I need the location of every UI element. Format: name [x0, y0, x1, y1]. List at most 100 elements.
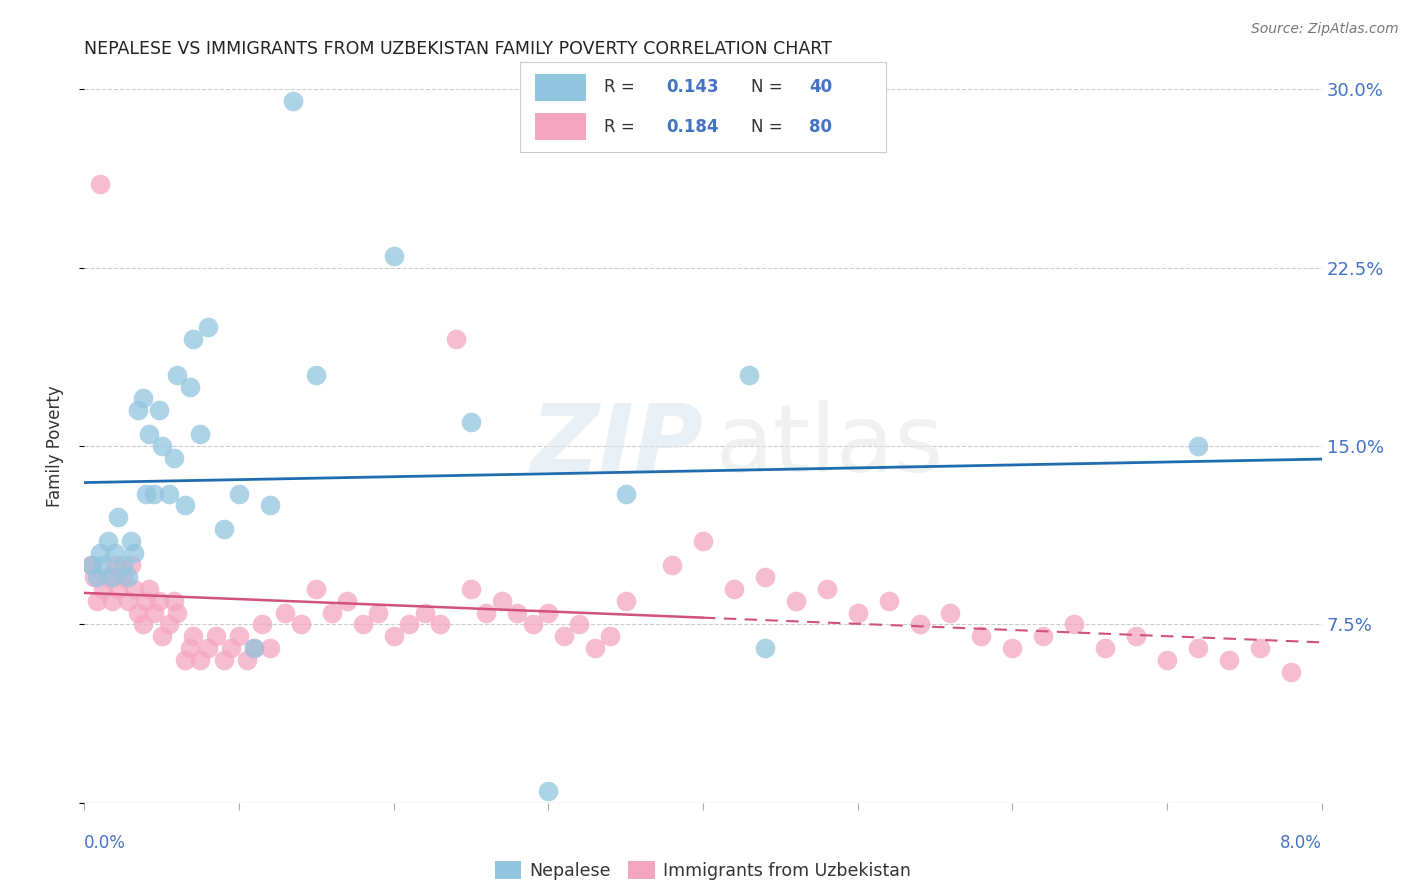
Point	[970, 629, 993, 643]
Point	[104, 546, 127, 560]
Point	[939, 606, 962, 620]
Point	[212, 522, 235, 536]
Point	[614, 593, 637, 607]
Point	[181, 629, 204, 643]
Point	[148, 593, 170, 607]
Legend: Nepalese, Immigrants from Uzbekistan: Nepalese, Immigrants from Uzbekistan	[488, 855, 918, 887]
Point	[112, 558, 135, 572]
Point	[120, 534, 142, 549]
Point	[1032, 629, 1054, 643]
Text: R =: R =	[605, 118, 640, 136]
Point	[96, 570, 120, 584]
Point	[104, 558, 127, 572]
Point	[661, 558, 683, 572]
Point	[107, 582, 129, 596]
Point	[537, 784, 560, 798]
Point	[785, 593, 807, 607]
Point	[132, 617, 155, 632]
Point	[228, 629, 250, 643]
Point	[150, 439, 173, 453]
Text: 0.0%: 0.0%	[84, 834, 127, 852]
Text: N =: N =	[751, 118, 787, 136]
Point	[89, 178, 111, 192]
Point	[112, 570, 135, 584]
Point	[738, 368, 761, 382]
Point	[143, 606, 166, 620]
Point	[143, 486, 166, 500]
Text: 0.184: 0.184	[666, 118, 718, 136]
Point	[877, 593, 900, 607]
Point	[305, 368, 328, 382]
Point	[754, 641, 776, 656]
Text: N =: N =	[751, 78, 787, 96]
Point	[506, 606, 529, 620]
Point	[382, 629, 405, 643]
Point	[1218, 653, 1240, 667]
Point	[754, 570, 776, 584]
Point	[89, 546, 111, 560]
Point	[553, 629, 575, 643]
Point	[101, 570, 124, 584]
Text: 40: 40	[808, 78, 832, 96]
Point	[815, 582, 838, 596]
Point	[259, 499, 281, 513]
Point	[1187, 439, 1209, 453]
Point	[1001, 641, 1024, 656]
Point	[1063, 617, 1085, 632]
Point	[159, 617, 180, 632]
Point	[150, 629, 173, 643]
Point	[1187, 641, 1209, 656]
Point	[122, 582, 145, 596]
Point	[290, 617, 312, 632]
Point	[413, 606, 436, 620]
Point	[166, 368, 188, 382]
Point	[1125, 629, 1147, 643]
Point	[398, 617, 420, 632]
Point	[429, 617, 451, 632]
Y-axis label: Family Poverty: Family Poverty	[45, 385, 63, 507]
Point	[128, 606, 150, 620]
Point	[321, 606, 343, 620]
Point	[179, 379, 201, 393]
Point	[252, 617, 274, 632]
Point	[382, 249, 405, 263]
Point	[274, 606, 297, 620]
Text: R =: R =	[605, 78, 640, 96]
Point	[228, 486, 250, 500]
Point	[336, 593, 359, 607]
Point	[259, 641, 281, 656]
Text: 8.0%: 8.0%	[1279, 834, 1322, 852]
Point	[159, 486, 180, 500]
Point	[166, 606, 188, 620]
Point	[444, 332, 467, 346]
Point	[243, 641, 266, 656]
Point	[91, 558, 114, 572]
Point	[174, 653, 197, 667]
Point	[692, 534, 714, 549]
Point	[188, 427, 212, 442]
Point	[197, 320, 219, 334]
Point	[537, 606, 560, 620]
Point	[236, 653, 259, 667]
Point	[86, 593, 108, 607]
Point	[460, 415, 482, 429]
Point	[101, 593, 124, 607]
Point	[179, 641, 201, 656]
Point	[205, 629, 228, 643]
Point	[117, 593, 139, 607]
Point	[148, 403, 170, 417]
Point	[174, 499, 197, 513]
Point	[107, 510, 129, 524]
Text: ZIP: ZIP	[530, 400, 703, 492]
Point	[117, 570, 139, 584]
Point	[135, 486, 157, 500]
Point	[91, 582, 114, 596]
Point	[79, 558, 101, 572]
Point	[243, 641, 266, 656]
Point	[163, 593, 186, 607]
Point	[135, 593, 157, 607]
Point	[96, 534, 120, 549]
Point	[197, 641, 219, 656]
Point	[120, 558, 142, 572]
Point	[475, 606, 498, 620]
